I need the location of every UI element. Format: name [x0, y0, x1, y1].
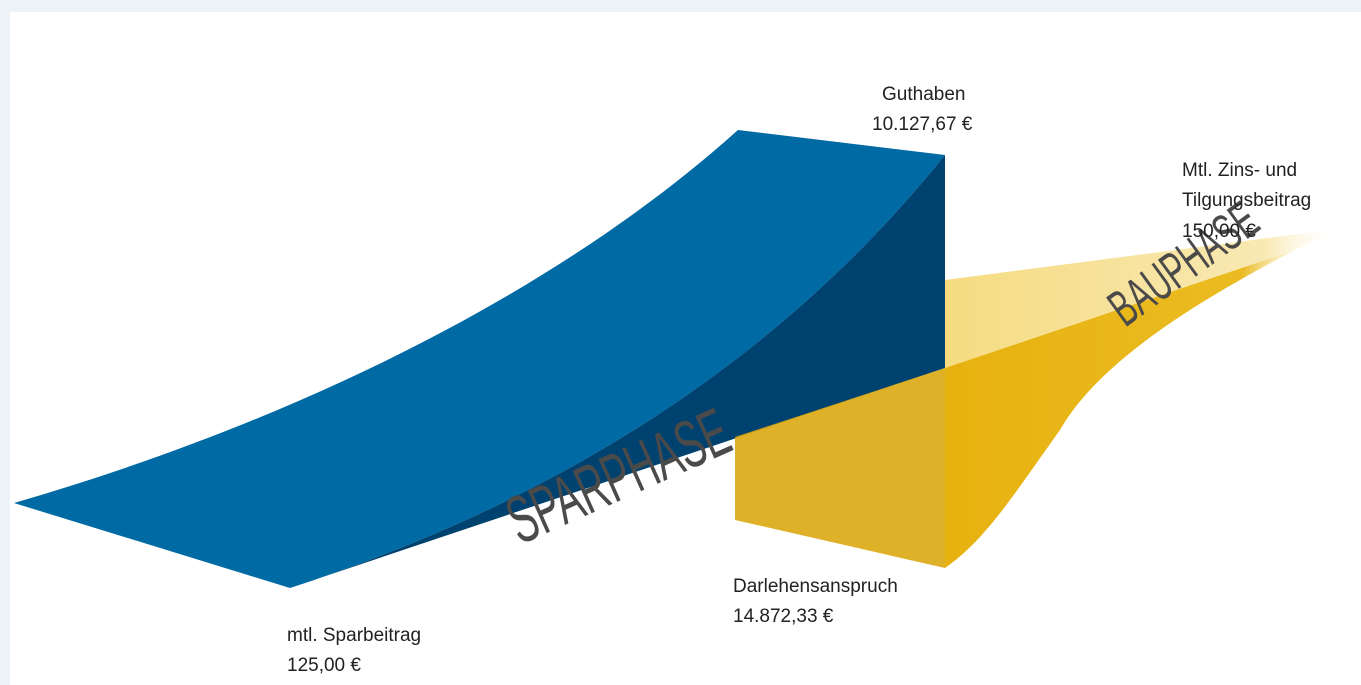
label-title: mtl. Sparbeitrag: [287, 625, 421, 646]
label-value: 10.127,67 €: [872, 114, 973, 135]
diagram: SPARPHASE BAUPHASE Guthaben 10.127,67 € …: [0, 0, 1361, 685]
label-title: Guthaben: [882, 84, 965, 105]
label-title: Tilgungsbeitrag: [1182, 190, 1311, 211]
label-title: Darlehensanspruch: [733, 576, 898, 597]
label-value: 125,00 €: [287, 655, 361, 676]
label-value: 14.872,33 €: [733, 606, 834, 627]
label-title: Mtl. Zins- und: [1182, 160, 1297, 181]
label-value: 150,00 €: [1182, 221, 1256, 242]
